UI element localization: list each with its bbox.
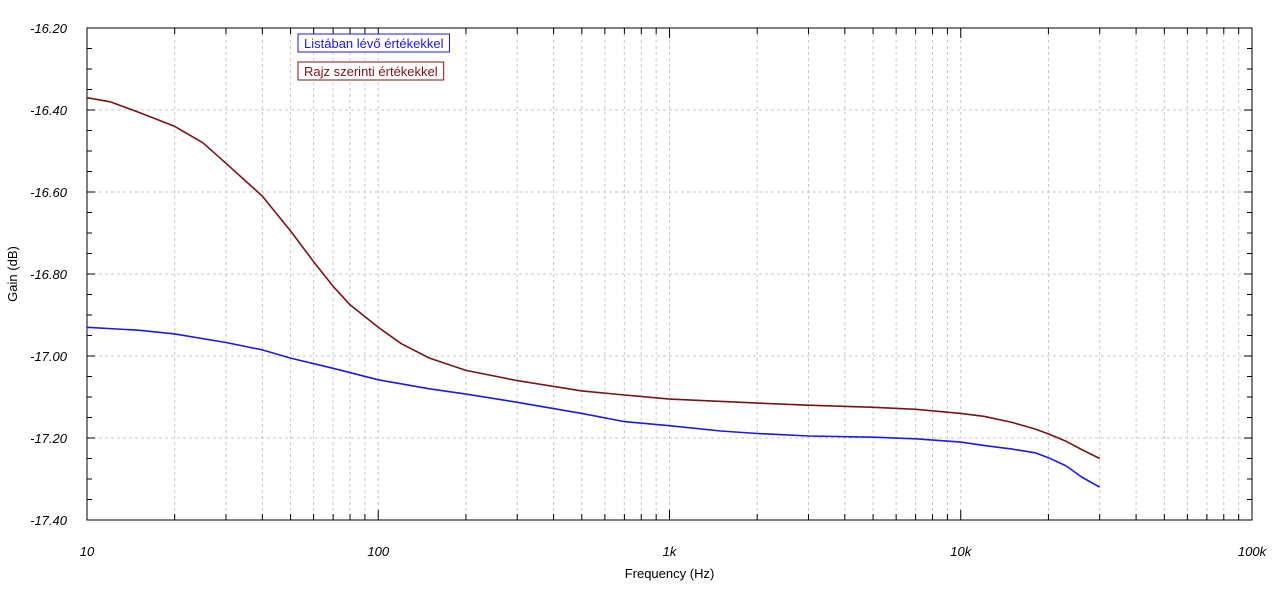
tick-marks: [87, 27, 1252, 521]
x-tick-label: 100k: [1238, 544, 1268, 559]
y-tick-label: -16.40: [30, 103, 68, 118]
y-tick-label: -16.80: [30, 267, 68, 282]
legend-box: [297, 61, 445, 81]
y-tick-label: -16.20: [30, 21, 68, 36]
y-tick-label: -17.20: [30, 431, 68, 446]
y-axis-title: Gain (dB): [5, 246, 20, 302]
legend: Listában lévő értékekkel Rajz szerinti ér…: [297, 33, 450, 81]
legend-label: Listában lévő értékekkel: [304, 36, 444, 51]
legend-label: Rajz szerinti értékekkel: [304, 64, 438, 79]
grid: [87, 28, 1252, 520]
y-tick-label: -16.60: [30, 185, 68, 200]
y-tick-labels: -16.20 -16.40 -16.60 -16.80 -17.00 -17.20 -17.…: [30, 21, 68, 528]
x-tick-label: 10: [80, 544, 95, 559]
x-axis-title: Frequency (Hz): [625, 566, 715, 581]
x-tick-labels: 10 100 1k 10k 100k: [80, 544, 1268, 559]
series-line-2: [86, 96, 1101, 460]
legend-box: [297, 33, 450, 53]
x-tick-label: 100: [367, 544, 389, 559]
x-tick-label: 1k: [663, 544, 678, 559]
x-tick-label: 10k: [950, 544, 972, 559]
legend-item-1: Listában lévő értékekkel: [297, 33, 450, 53]
legend-item-2: Rajz szerinti értékekkel: [297, 61, 445, 81]
y-tick-label: -17.40: [30, 513, 68, 528]
series-lines: [86, 96, 1101, 488]
y-tick-label: -17.00: [30, 349, 68, 364]
series-line-1: [86, 326, 1101, 488]
